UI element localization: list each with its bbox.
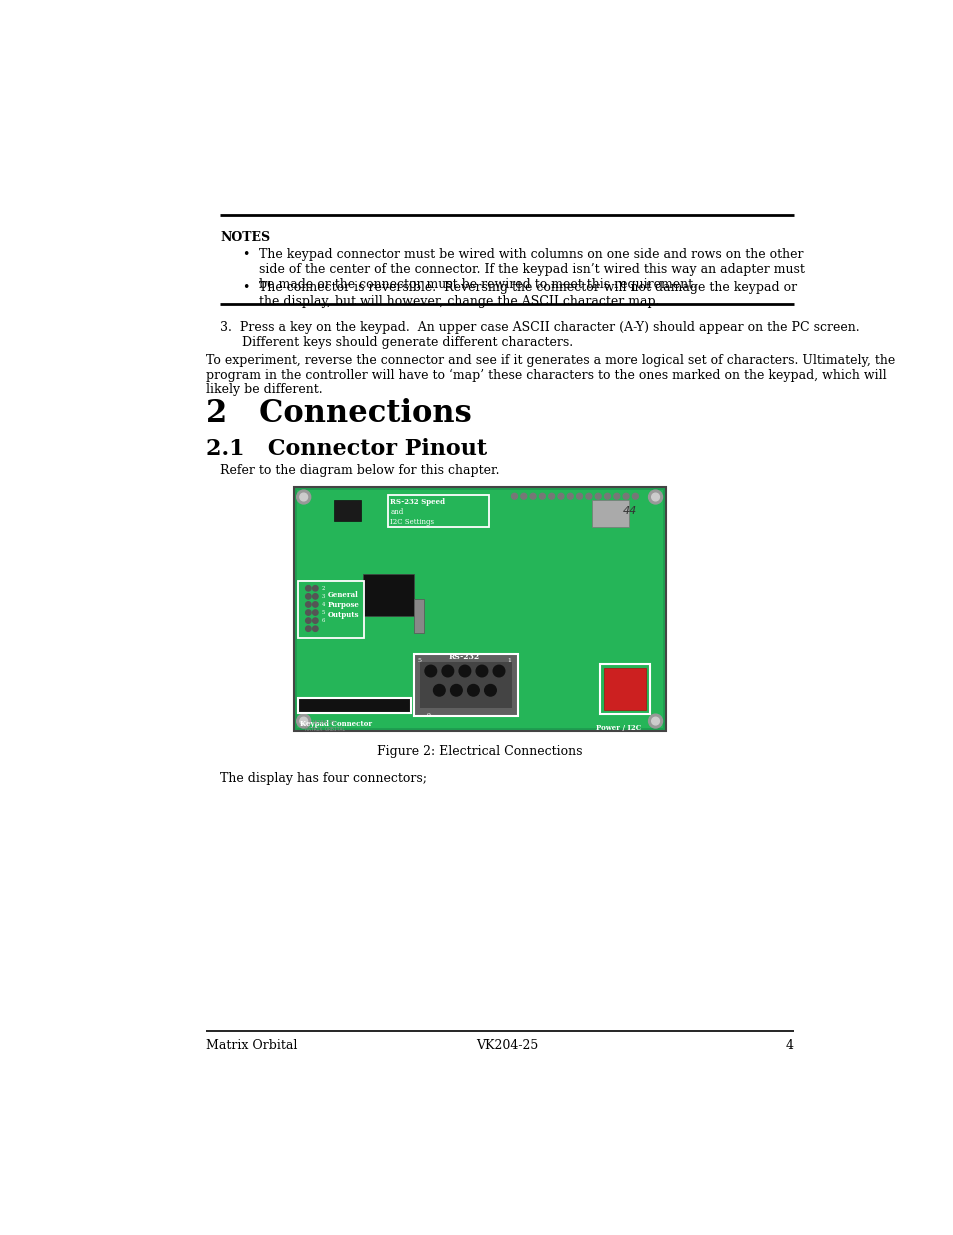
Circle shape	[604, 493, 610, 499]
Circle shape	[651, 718, 659, 725]
Text: NOTES: NOTES	[220, 231, 270, 243]
FancyBboxPatch shape	[414, 655, 517, 716]
Text: Figure 2: Electrical Connections: Figure 2: Electrical Connections	[376, 745, 581, 758]
Text: Power / I2C: Power / I2C	[596, 724, 640, 732]
Text: MATRIX ORBITAL: MATRIX ORBITAL	[305, 727, 345, 732]
Circle shape	[313, 626, 317, 631]
Circle shape	[651, 493, 659, 501]
Circle shape	[313, 618, 317, 624]
Circle shape	[484, 684, 496, 697]
Text: Matrix Orbital: Matrix Orbital	[206, 1039, 297, 1052]
Circle shape	[424, 666, 436, 677]
Circle shape	[313, 601, 317, 608]
Circle shape	[299, 493, 307, 501]
FancyBboxPatch shape	[298, 698, 410, 714]
Circle shape	[305, 585, 311, 592]
Text: RS-232 Speed: RS-232 Speed	[390, 498, 445, 506]
Text: Refer to the diagram below for this chapter.: Refer to the diagram below for this chap…	[220, 464, 499, 477]
FancyBboxPatch shape	[294, 487, 665, 731]
Circle shape	[305, 594, 311, 599]
Text: program in the controller will have to ‘map’ these characters to the ones marked: program in the controller will have to ‘…	[206, 368, 885, 382]
Text: 3.  Press a key on the keypad.  An upper case ASCII character (A-Y) should appea: 3. Press a key on the keypad. An upper c…	[220, 321, 859, 335]
Text: likely be different.: likely be different.	[206, 383, 322, 396]
Circle shape	[313, 585, 317, 592]
Text: Keypad Connector: Keypad Connector	[299, 720, 372, 727]
Text: 44: 44	[622, 506, 637, 516]
Text: The keypad connector must be wired with columns on one side and rows on the othe: The keypad connector must be wired with …	[258, 248, 802, 262]
Circle shape	[558, 493, 563, 499]
Text: •: •	[241, 248, 249, 262]
Circle shape	[433, 684, 445, 697]
Text: 2: 2	[321, 585, 325, 592]
FancyBboxPatch shape	[414, 599, 423, 634]
Text: be made or the connector must be rewired to meet this requirement.: be made or the connector must be rewired…	[258, 278, 696, 290]
Circle shape	[313, 594, 317, 599]
Text: Purpose: Purpose	[328, 600, 359, 609]
Circle shape	[296, 490, 311, 504]
FancyBboxPatch shape	[603, 668, 645, 710]
Circle shape	[530, 493, 536, 499]
Text: To experiment, reverse the connector and see if it generates a more logical set : To experiment, reverse the connector and…	[206, 353, 894, 367]
Text: 4: 4	[321, 603, 325, 608]
Text: 2.1   Connector Pinout: 2.1 Connector Pinout	[206, 438, 487, 461]
Circle shape	[441, 666, 454, 677]
Text: I2C Settings: I2C Settings	[390, 517, 434, 526]
Text: RS-232: RS-232	[448, 653, 479, 661]
FancyBboxPatch shape	[363, 574, 414, 616]
Text: 2   Connections: 2 Connections	[206, 399, 472, 430]
Text: 5: 5	[321, 610, 325, 615]
Text: Outputs: Outputs	[328, 610, 359, 619]
Circle shape	[493, 666, 504, 677]
Circle shape	[305, 610, 311, 615]
Text: 1: 1	[507, 658, 511, 663]
Text: Connector: Connector	[605, 734, 646, 742]
Circle shape	[632, 493, 638, 499]
Text: •: •	[241, 280, 249, 294]
Text: 4: 4	[784, 1039, 793, 1052]
Circle shape	[305, 626, 311, 631]
Text: and: and	[390, 508, 403, 516]
Text: side of the center of the connector. If the keypad isn’t wired this way an adapt: side of the center of the connector. If …	[258, 263, 803, 275]
Circle shape	[467, 684, 478, 697]
Text: VK204-25: VK204-25	[476, 1039, 537, 1052]
Circle shape	[520, 493, 526, 499]
FancyBboxPatch shape	[419, 662, 512, 708]
Text: 9: 9	[427, 714, 431, 719]
FancyBboxPatch shape	[296, 490, 661, 727]
Circle shape	[313, 610, 317, 615]
Circle shape	[458, 666, 470, 677]
Text: 3: 3	[321, 594, 325, 599]
Text: The connector is reversible.  Reversing the connector will not damage the keypad: The connector is reversible. Reversing t…	[258, 280, 796, 294]
Text: the display, but will however, change the ASCII character map.: the display, but will however, change th…	[258, 295, 659, 309]
Circle shape	[548, 493, 554, 499]
Circle shape	[595, 493, 600, 499]
Text: The display has four connectors;: The display has four connectors;	[220, 772, 427, 785]
Text: 6: 6	[321, 619, 325, 624]
Circle shape	[567, 493, 573, 499]
Circle shape	[648, 714, 661, 727]
Circle shape	[622, 493, 628, 499]
Circle shape	[296, 714, 311, 727]
Circle shape	[450, 684, 461, 697]
FancyBboxPatch shape	[592, 500, 629, 527]
Circle shape	[576, 493, 582, 499]
Text: 5: 5	[417, 658, 421, 663]
FancyBboxPatch shape	[334, 500, 360, 521]
Circle shape	[585, 493, 591, 499]
Circle shape	[305, 618, 311, 624]
Circle shape	[511, 493, 517, 499]
Circle shape	[476, 666, 487, 677]
Circle shape	[613, 493, 619, 499]
Text: General: General	[328, 590, 358, 599]
Text: Different keys should generate different characters.: Different keys should generate different…	[241, 336, 572, 350]
Circle shape	[299, 718, 307, 725]
Circle shape	[538, 493, 545, 499]
Circle shape	[305, 601, 311, 608]
Text: VK204-25: VK204-25	[313, 720, 335, 725]
Circle shape	[648, 490, 661, 504]
